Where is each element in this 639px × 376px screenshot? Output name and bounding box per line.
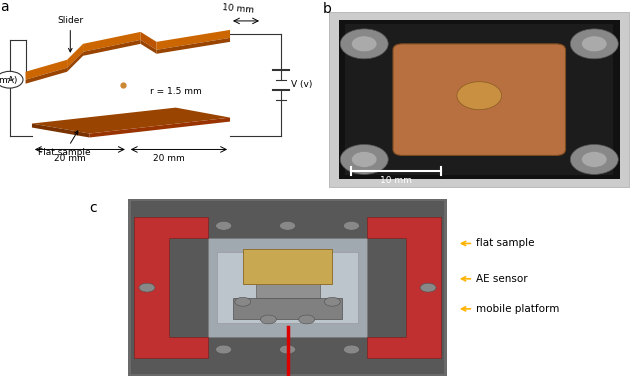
Text: 20 mm: 20 mm	[153, 155, 185, 164]
Text: r = 1.5 mm: r = 1.5 mm	[150, 86, 202, 96]
Circle shape	[570, 144, 618, 174]
Text: ~: ~	[4, 73, 15, 86]
Text: mobile platform: mobile platform	[461, 304, 559, 314]
Circle shape	[341, 144, 389, 174]
Polygon shape	[157, 30, 230, 50]
Bar	[329, 12, 629, 187]
Bar	[233, 298, 342, 320]
Polygon shape	[67, 52, 83, 72]
Polygon shape	[157, 38, 230, 54]
Text: c: c	[89, 201, 97, 215]
Circle shape	[457, 82, 502, 110]
Circle shape	[324, 297, 340, 306]
Circle shape	[351, 152, 377, 167]
Circle shape	[581, 152, 607, 167]
Circle shape	[139, 283, 155, 292]
Text: 10 mm: 10 mm	[222, 3, 254, 15]
Polygon shape	[67, 44, 83, 68]
Text: flat sample: flat sample	[461, 238, 535, 249]
Circle shape	[420, 283, 436, 292]
Circle shape	[215, 221, 232, 230]
Text: 10 mm: 10 mm	[380, 176, 412, 185]
Circle shape	[570, 29, 618, 59]
Text: a: a	[0, 0, 8, 14]
Bar	[243, 249, 332, 284]
Text: Slider: Slider	[58, 16, 83, 52]
Polygon shape	[83, 32, 141, 52]
Circle shape	[235, 297, 250, 306]
Polygon shape	[26, 60, 67, 80]
Polygon shape	[26, 68, 67, 84]
Polygon shape	[32, 124, 89, 138]
Text: b: b	[323, 2, 332, 16]
Bar	[256, 280, 320, 302]
Text: Flat sample: Flat sample	[38, 131, 91, 158]
Circle shape	[279, 221, 295, 230]
Polygon shape	[83, 40, 141, 56]
Circle shape	[581, 36, 607, 52]
Circle shape	[343, 221, 359, 230]
Circle shape	[215, 345, 232, 354]
Bar	[339, 20, 620, 179]
Circle shape	[343, 345, 359, 354]
Text: AE sensor: AE sensor	[461, 274, 528, 284]
Text: I (mA): I (mA)	[0, 76, 18, 85]
Circle shape	[299, 315, 315, 324]
Polygon shape	[134, 217, 208, 358]
Circle shape	[341, 29, 389, 59]
Polygon shape	[141, 40, 157, 54]
Circle shape	[351, 36, 377, 52]
Bar	[208, 238, 367, 337]
Polygon shape	[32, 108, 230, 133]
Text: 20 mm: 20 mm	[54, 155, 86, 164]
Polygon shape	[367, 217, 441, 358]
FancyBboxPatch shape	[393, 44, 566, 155]
Circle shape	[279, 345, 295, 354]
Polygon shape	[89, 118, 230, 138]
Text: V (v): V (v)	[291, 80, 312, 89]
Circle shape	[261, 315, 276, 324]
Polygon shape	[141, 32, 157, 50]
Bar	[345, 24, 613, 175]
Bar	[217, 252, 358, 323]
